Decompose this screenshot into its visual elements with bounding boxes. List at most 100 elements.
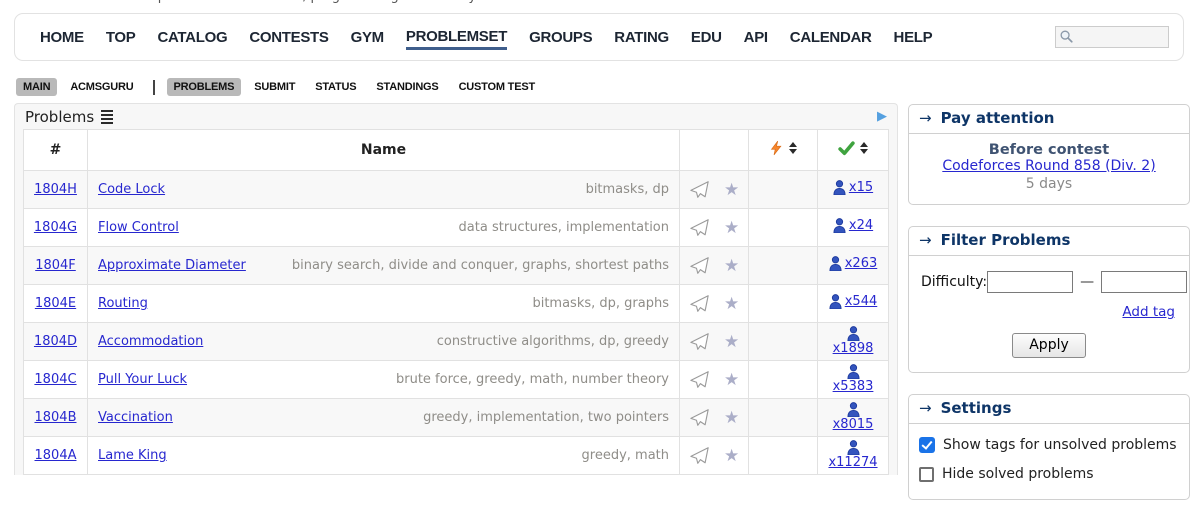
subnav-item-status[interactable]: STATUS — [315, 81, 357, 93]
subnav-item-main[interactable]: MAIN — [16, 78, 58, 96]
problem-name-link[interactable]: Routing — [98, 296, 148, 311]
problem-name-link[interactable]: Accommodation — [98, 334, 204, 349]
person-icon — [833, 180, 846, 195]
paper-plane-icon[interactable] — [689, 408, 710, 427]
problem-tags: greedy, math — [581, 448, 669, 463]
subnav-item-standings[interactable]: STANDINGS — [376, 81, 439, 93]
subnav-item-acmsguru[interactable]: ACMSGURU — [70, 81, 134, 93]
table-row: 1804G Flow Control data structures, impl… — [23, 208, 889, 247]
nav-item-problemset[interactable]: PROBLEMSET — [405, 24, 507, 50]
difficulty-max-input[interactable] — [1101, 271, 1188, 293]
column-header-actions — [679, 129, 749, 171]
search-box — [1055, 26, 1169, 48]
favorite-star-icon[interactable]: ★ — [723, 255, 740, 276]
lightning-bolt-icon — [770, 140, 782, 156]
difficulty-cell — [748, 360, 818, 399]
nav-item-gym[interactable]: GYM — [350, 28, 385, 46]
paper-plane-icon[interactable] — [689, 256, 710, 275]
problem-id-link[interactable]: 1804B — [34, 410, 77, 425]
person-icon — [829, 294, 842, 309]
list-icon[interactable] — [101, 109, 114, 124]
nav-item-help[interactable]: HELP — [893, 28, 933, 46]
problem-name-link[interactable]: Approximate Diameter — [98, 258, 246, 273]
paper-plane-icon[interactable] — [689, 294, 710, 313]
solved-count-link[interactable]: x24 — [848, 218, 874, 233]
difficulty-cell — [748, 398, 818, 437]
problem-id-link[interactable]: 1804E — [34, 296, 77, 311]
pay-attention-header: → Pay attention — [909, 105, 1189, 134]
nav-item-home[interactable]: HOME — [40, 28, 84, 46]
paper-plane-icon[interactable] — [689, 446, 710, 465]
difficulty-cell — [748, 208, 818, 247]
difficulty-cell — [748, 284, 818, 323]
range-dash: — — [1080, 274, 1095, 290]
solved-count-link[interactable]: x5383 — [832, 378, 874, 394]
difficulty-label: Difficulty: — [921, 274, 988, 290]
nav-item-calendar[interactable]: CALENDAR — [789, 28, 872, 46]
solved-count-link[interactable]: x11274 — [828, 454, 878, 470]
sort-solved-icon[interactable] — [860, 142, 868, 154]
apply-button[interactable]: Apply — [1012, 333, 1086, 358]
nav-item-contests[interactable]: CONTESTS — [249, 28, 329, 46]
paper-plane-icon[interactable] — [689, 370, 710, 389]
problem-name-link[interactable]: Lame King — [98, 448, 167, 463]
problem-id-link[interactable]: 1804H — [34, 182, 77, 197]
solved-count-link[interactable]: x263 — [844, 256, 878, 271]
nav-item-catalog[interactable]: CATALOG — [157, 28, 228, 46]
problem-id-link[interactable]: 1804F — [35, 258, 76, 273]
filter-problems-title: Filter Problems — [940, 231, 1071, 249]
favorite-star-icon[interactable]: ★ — [723, 217, 740, 238]
table-row: 1804E Routing bitmasks, dp, graphs ★ — [23, 284, 889, 323]
problem-id-link[interactable]: 1804C — [34, 372, 77, 387]
column-header-solved — [817, 129, 889, 171]
problem-id-link[interactable]: 1804G — [33, 220, 78, 235]
favorite-star-icon[interactable]: ★ — [723, 293, 740, 314]
paper-plane-icon[interactable] — [689, 218, 710, 237]
contest-countdown: 5 days — [1025, 176, 1073, 192]
nav-item-edu[interactable]: EDU — [690, 28, 722, 46]
solved-count-link[interactable]: x544 — [844, 294, 878, 309]
person-icon — [846, 364, 860, 379]
difficulty-cell — [748, 436, 818, 475]
favorite-star-icon[interactable]: ★ — [723, 369, 740, 390]
favorite-star-icon[interactable]: ★ — [723, 445, 740, 466]
difficulty-min-input[interactable] — [987, 271, 1074, 293]
favorite-star-icon[interactable]: ★ — [723, 179, 740, 200]
problem-tags: data structures, implementation — [458, 220, 669, 235]
column-header-id: # — [23, 129, 88, 171]
subnav-item-problems[interactable]: PROBLEMS — [166, 78, 242, 96]
nav-item-rating[interactable]: RATING — [614, 28, 669, 46]
subnav-item-submit[interactable]: SUBMIT — [254, 81, 296, 93]
paper-plane-icon[interactable] — [689, 332, 710, 351]
solved-count-link[interactable]: x8015 — [832, 416, 874, 432]
nav-item-api[interactable]: API — [743, 28, 768, 46]
nav-item-top[interactable]: TOP — [105, 28, 136, 46]
sort-difficulty-icon[interactable] — [789, 142, 797, 154]
problem-tags: constructive algorithms, dp, greedy — [436, 334, 669, 349]
table-row: 1804H Code Lock bitmasks, dp ★ — [23, 170, 889, 209]
problem-name-link[interactable]: Code Lock — [98, 182, 166, 197]
solved-count-link[interactable]: x1898 — [832, 340, 874, 356]
search-input[interactable] — [1055, 26, 1169, 48]
problem-id-link[interactable]: 1804A — [34, 448, 77, 463]
favorite-star-icon[interactable]: ★ — [723, 407, 740, 428]
show-tags-checkbox[interactable] — [919, 437, 935, 453]
problem-name-link[interactable]: Vaccination — [98, 410, 173, 425]
problem-id-link[interactable]: 1804D — [33, 334, 78, 349]
subnav-item-custom-test[interactable]: CUSTOM TEST — [458, 81, 536, 93]
favorite-star-icon[interactable]: ★ — [723, 331, 740, 352]
add-tag-link[interactable]: Add tag — [1122, 304, 1175, 320]
problem-name-link[interactable]: Flow Control — [98, 220, 179, 235]
table-caption: Problems ▶ — [23, 104, 889, 129]
expand-arrow-icon[interactable]: ▶ — [877, 109, 887, 124]
person-icon — [829, 256, 842, 271]
hide-solved-checkbox[interactable] — [919, 466, 934, 482]
green-check-icon — [838, 140, 855, 155]
contest-link[interactable]: Codeforces Round 858 (Div. 2) — [942, 158, 1156, 174]
paper-plane-icon[interactable] — [689, 180, 710, 199]
person-icon — [846, 440, 860, 455]
nav-item-groups[interactable]: GROUPS — [529, 28, 593, 46]
problem-tags: binary search, divide and conquer, graph… — [291, 258, 669, 273]
problem-name-link[interactable]: Pull Your Luck — [98, 372, 188, 387]
solved-count-link[interactable]: x15 — [848, 180, 874, 195]
